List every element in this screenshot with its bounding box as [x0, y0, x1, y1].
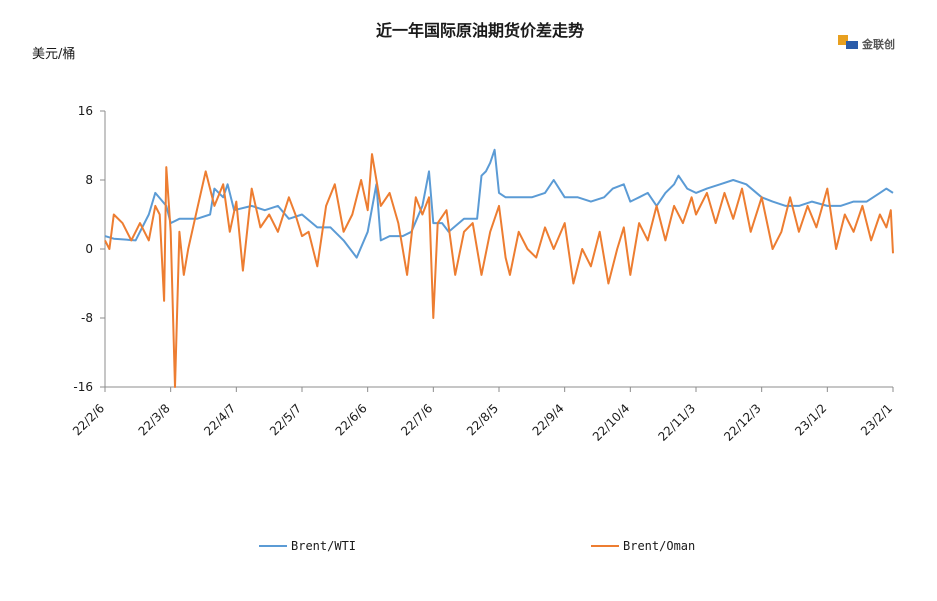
y-tick-label: -16	[73, 380, 93, 394]
x-tick-label: 22/9/4	[530, 401, 567, 438]
y-tick-label: 8	[85, 173, 93, 187]
y-tick-label: -8	[81, 311, 93, 325]
brand-logo-text: 金联创	[861, 37, 895, 51]
chart-title: 近一年国际原油期货价差走势	[376, 21, 584, 40]
series-layer	[104, 148, 894, 388]
x-tick-label: 22/8/5	[464, 401, 501, 438]
x-tick-label: 22/11/3	[656, 401, 699, 444]
x-tick-label: 22/2/6	[70, 401, 107, 438]
y-axis-unit: 美元/桶	[32, 47, 75, 62]
x-tick-label: 22/3/8	[136, 401, 173, 438]
x-tick-label: 23/2/1	[858, 401, 895, 438]
legend-label: Brent/Oman	[623, 539, 695, 553]
x-tick-label: 22/6/6	[333, 401, 370, 438]
x-tick-label: 22/10/4	[590, 401, 633, 444]
x-tick-label: 22/7/6	[398, 401, 435, 438]
legend-label: Brent/WTI	[291, 539, 356, 553]
legend: Brent/WTI Brent/Oman	[259, 539, 695, 553]
x-tick-label: 22/4/7	[201, 401, 238, 438]
brand-logo-mark	[838, 35, 848, 45]
y-tick-label: 0	[85, 242, 93, 256]
series-line-brent-oman	[104, 153, 894, 388]
brand-logo-mark-2	[846, 41, 858, 49]
x-tick-label: 22/5/7	[267, 401, 304, 438]
x-tick-label: 23/1/2	[792, 401, 829, 438]
x-tick-label: 22/12/3	[721, 401, 764, 444]
brand-logo: 金联创	[838, 35, 895, 51]
y-tick-label: 16	[78, 104, 93, 118]
series-line-brent-wti	[104, 148, 894, 259]
